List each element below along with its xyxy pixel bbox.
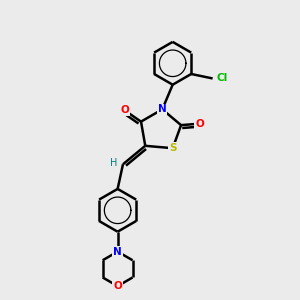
Text: H: H: [110, 158, 118, 168]
Text: S: S: [169, 143, 176, 153]
Text: O: O: [113, 281, 122, 291]
Text: O: O: [120, 105, 129, 115]
Text: N: N: [158, 104, 167, 114]
Text: O: O: [195, 119, 204, 129]
Text: Cl: Cl: [217, 74, 228, 83]
Text: N: N: [113, 247, 122, 256]
